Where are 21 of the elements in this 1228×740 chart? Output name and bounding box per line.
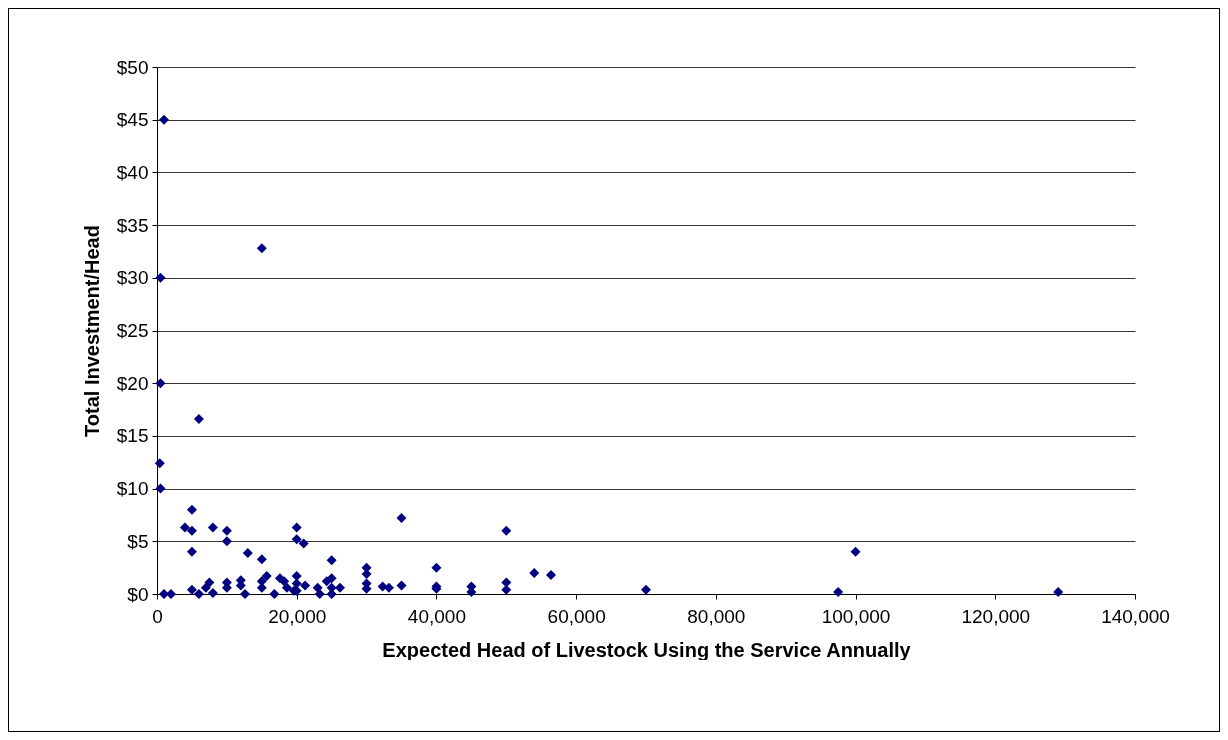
y-tick-label: $50 <box>116 56 149 78</box>
y-tick-label: $5 <box>127 530 149 552</box>
y-tick-label: $25 <box>116 320 149 341</box>
y-tick-label: $40 <box>116 161 149 183</box>
x-tick-label: 60,000 <box>547 605 606 627</box>
y-tick-label: $30 <box>116 267 149 289</box>
y-tick-label: $10 <box>116 478 149 500</box>
x-tick-label: 100,000 <box>821 605 891 627</box>
x-tick-label: 20,000 <box>268 605 327 627</box>
y-tick-label: $20 <box>116 372 149 394</box>
y-axis-title: Total Investment/Head <box>80 225 103 437</box>
x-axis-title: Expected Head of Livestock Using the Service Annually <box>382 638 912 661</box>
x-tick-label: 0 <box>152 605 163 627</box>
x-tick-label: 140,000 <box>1101 605 1170 627</box>
x-tick-label: 40,000 <box>407 605 466 627</box>
y-tick-label: $45 <box>116 109 149 131</box>
x-tick-label: 80,000 <box>687 605 746 627</box>
y-tick-label: $15 <box>116 425 149 447</box>
y-tick-label: $0 <box>127 583 149 605</box>
x-tick-label: 120,000 <box>961 605 1031 627</box>
y-tick-label: $35 <box>116 214 149 236</box>
